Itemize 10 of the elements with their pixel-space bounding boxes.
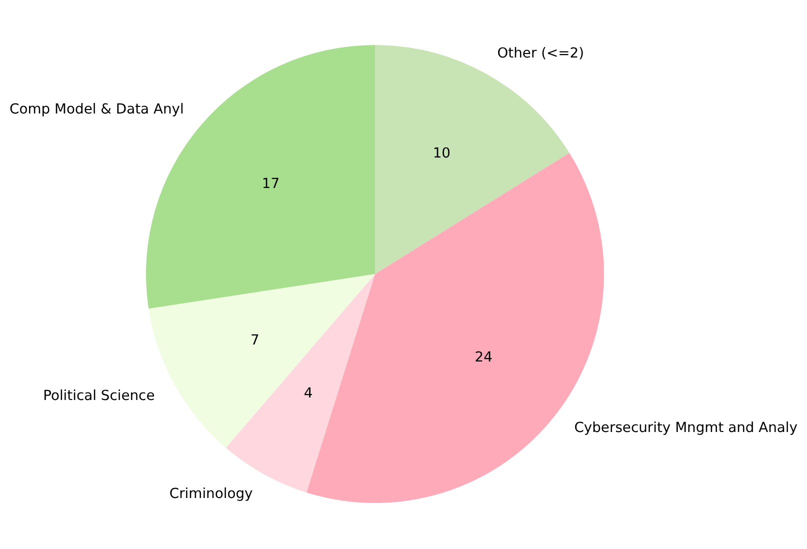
data-label: 4: [304, 386, 313, 402]
slice-label: Other (<=2): [497, 45, 584, 62]
slice-label: Cybersecurity Mngmt and Analy: [574, 420, 798, 436]
slice-label: Criminology: [169, 486, 253, 502]
data-label: 24: [474, 350, 493, 366]
data-label: 10: [432, 145, 451, 162]
slice-label: Comp Model & Data Anyl: [10, 102, 184, 118]
data-label: 7: [250, 332, 260, 348]
slice-label: Political Science: [43, 388, 155, 404]
data-label: 17: [262, 176, 280, 192]
